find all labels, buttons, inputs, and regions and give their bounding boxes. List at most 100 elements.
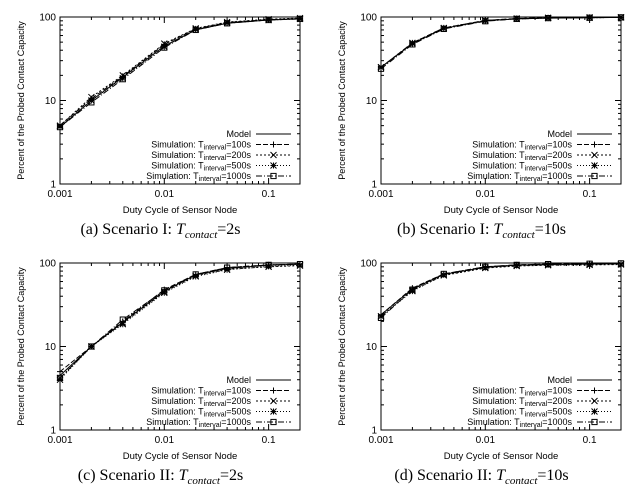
chart-panel-d: 0.001 0.01 0.1 1 10 100 Duty Cycle of Sensor N… (321, 246, 642, 492)
data-point (586, 260, 593, 267)
x-tick-label: 0.01 (476, 189, 496, 200)
data-point (591, 387, 598, 394)
legend-item: Model (226, 129, 291, 139)
caption-label: (c) Scenario II: (77, 467, 175, 484)
data-point (296, 15, 304, 22)
data-point (513, 15, 520, 22)
legend-label: Model (547, 129, 572, 139)
data-point (591, 397, 598, 405)
chart-a: 0.001 0.01 0.1 1 10 100 Duty Cycle of Sensor N… (16, 13, 304, 216)
legend-label: Simulation: Tinterval=200s (151, 150, 251, 162)
caption-label: (a) Scenario I: (80, 221, 172, 238)
data-point (57, 368, 63, 375)
legend-label: Simulation: Tinterval=200s (151, 396, 251, 408)
data-point (270, 397, 277, 405)
data-point (223, 20, 231, 27)
legend-label: Simulation: Tinterval=500s (151, 161, 251, 173)
series-line (59, 263, 301, 379)
caption-subscript: contact (502, 229, 535, 242)
y-tick-label: 100 (39, 13, 56, 24)
legend-label: Simulation: Tinterval=1000s (146, 171, 251, 183)
series-0 (59, 263, 301, 376)
chart-panel-c: 0.001 0.01 0.1 1 10 100 Duty Cycle of Sensor N… (0, 246, 321, 492)
x-axis-label: Duty Cycle of Sensor Node (444, 205, 559, 216)
legend-label: Simulation: Tinterval=200s (472, 396, 572, 408)
data-point (586, 261, 593, 268)
series-2 (56, 262, 304, 382)
series-3 (56, 15, 304, 130)
data-point (296, 261, 304, 268)
legend-item: Simulation: Tinterval=200s (151, 150, 291, 162)
legend-label: Simulation: Tinterval=1000s (146, 417, 251, 429)
legend-item: Model (547, 129, 612, 139)
legend-label: Simulation: Tinterval=100s (151, 140, 251, 152)
y-tick-label: 10 (366, 342, 378, 353)
x-tick-label: 0.1 (262, 435, 276, 446)
series-0 (59, 18, 301, 128)
data-point (617, 260, 625, 268)
data-point (544, 15, 552, 22)
legend-item: Simulation: Tinterval=100s (151, 386, 291, 398)
data-point (270, 387, 277, 394)
data-point (160, 43, 168, 51)
legend-item: Simulation: Tinterval=1000s (467, 171, 612, 183)
data-point (544, 261, 552, 268)
data-point (409, 41, 416, 48)
data-point (377, 314, 385, 322)
x-tick-label: 0.01 (155, 189, 175, 200)
x-axis-label: Duty Cycle of Sensor Node (123, 205, 238, 216)
data-point (440, 25, 447, 33)
data-point (270, 141, 277, 148)
legend-item: Simulation: Tinterval=1000s (467, 417, 612, 429)
data-point (544, 261, 552, 269)
data-point (617, 14, 625, 21)
chart-b: 0.001 0.01 0.1 1 10 100 Duty Cycle of Sensor N… (337, 13, 625, 216)
data-point (265, 261, 272, 268)
data-point (409, 286, 416, 293)
caption-b: (b) Scenario I: Tcontact=10s (321, 221, 642, 241)
y-tick-label: 1 (371, 426, 377, 437)
legend-item: Simulation: Tinterval=100s (151, 140, 291, 152)
data-point (270, 418, 277, 426)
series-line (59, 18, 301, 127)
series-1 (57, 15, 303, 129)
data-point (377, 63, 385, 71)
data-point (119, 316, 126, 323)
series-3 (377, 260, 625, 320)
data-point (513, 261, 520, 268)
legend-item: Model (226, 375, 291, 385)
y-axis-label: Percent of the Probed Contact Capacity (337, 21, 347, 180)
data-point (481, 17, 489, 25)
caption-value: =10s (534, 221, 566, 238)
x-axis-label: Duty Cycle of Sensor Node (444, 451, 559, 462)
series-line (59, 265, 301, 379)
data-point (296, 261, 304, 269)
caption-subscript: contact (505, 475, 538, 488)
caption-subscript: contact (184, 229, 218, 242)
series-line (59, 263, 301, 372)
data-point (513, 262, 521, 269)
data-point (56, 124, 64, 131)
y-axis-label: Percent of the Probed Contact Capacity (16, 21, 26, 180)
series-4 (56, 15, 304, 131)
y-tick-label: 10 (366, 96, 378, 107)
data-point (591, 141, 598, 148)
y-axis-label: Percent of the Probed Contact Capacity (337, 267, 347, 426)
legend-item: Simulation: Tinterval=500s (151, 161, 291, 173)
data-point (482, 263, 489, 270)
data-point (440, 270, 447, 278)
data-point (192, 26, 199, 34)
legend-label: Model (547, 375, 572, 385)
series-4 (377, 260, 625, 322)
legend-item: Simulation: Tinterval=500s (151, 407, 291, 419)
data-point (119, 74, 127, 82)
data-point (617, 260, 625, 267)
x-tick-label: 0.001 (368, 189, 393, 200)
data-point (617, 14, 625, 21)
data-point (161, 287, 168, 294)
data-point (591, 172, 598, 180)
data-point (270, 408, 277, 415)
caption-label: (b) Scenario I: (397, 221, 490, 238)
data-point (270, 162, 277, 169)
